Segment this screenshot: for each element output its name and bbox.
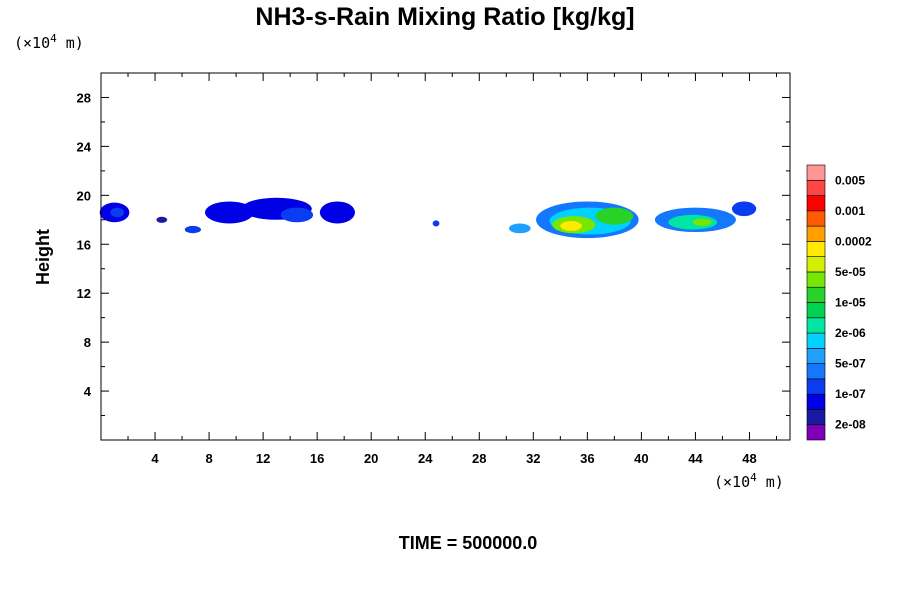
contour-feature [110,207,124,218]
contour-feature [508,223,531,234]
colorbar-swatch [806,195,826,212]
colorbar-swatch [806,164,826,181]
contour-feature [692,218,712,226]
contour-feature [280,207,314,223]
colorbar-swatch [806,363,826,380]
colorbar-swatch [806,286,826,303]
x-tick-label: 20 [364,451,378,466]
colorbar-swatch [806,210,826,227]
colorbar-swatch [806,302,826,319]
y-tick-label: 16 [77,237,91,252]
contour-feature [560,221,582,231]
x-tick-label: 8 [205,451,212,466]
x-axis-ticks: 4 8 12 16 20 24 28 32 36 40 44 48 [127,73,777,466]
colorbar-swatch [806,393,826,410]
x-tick-label: 16 [310,451,324,466]
x-tick-label: 32 [526,451,540,466]
colorbar-label: 1e-07 [835,387,866,401]
y-axis-ticks: 4 8 12 16 20 24 28 [77,90,790,417]
colorbar-swatch [806,225,826,242]
colorbar-label: 2e-06 [835,326,866,340]
y-tick-label: 20 [77,188,91,203]
contour-feature [205,201,254,224]
colorbar-swatch [806,256,826,273]
chart-title: NH3-s-Rain Mixing Ratio [kg/kg] [255,3,634,31]
colorbar-label: 1e-05 [835,296,866,310]
colorbar-swatch [806,332,826,349]
contour-feature [731,201,757,217]
colorbar-label: 0.005 [835,173,865,187]
contour-feature [319,201,355,224]
contour-feature [156,216,168,223]
colorbar-swatch [806,424,826,441]
colorbar-label: 0.001 [835,204,865,218]
colorbar-swatch [806,241,826,257]
x-tick-label: 28 [472,451,486,466]
y-tick-label: 28 [77,90,91,105]
colorbar-swatch [806,409,826,426]
colorbar-label: 0.0002 [835,234,872,248]
y-axis-label: Height [33,229,53,285]
colorbar-swatch [806,271,826,288]
y-tick-label: 4 [84,384,92,399]
x-tick-label: 4 [151,451,159,466]
x-unit-label: (×104 m) [714,471,784,491]
contour-feature [595,207,634,225]
x-tick-label: 44 [688,451,703,466]
colorbar-swatch [806,348,826,364]
time-label: TIME = 500000.0 [399,533,538,553]
y-unit-label: (×104 m) [14,32,84,52]
x-tick-label: 36 [580,451,594,466]
contour-feature [432,220,440,227]
contour-feature [184,225,201,234]
x-tick-label: 24 [418,451,433,466]
plot-frame [100,72,791,441]
colorbar-swatch [806,179,826,196]
y-tick-label: 8 [84,335,91,350]
y-tick-label: 24 [77,139,92,154]
colorbar-label: 5e-07 [835,357,866,371]
x-tick-label: 12 [256,451,270,466]
x-tick-label: 40 [634,451,648,466]
colorbar-swatch [806,378,826,395]
x-tick-label: 48 [742,451,756,466]
colorbar-label: 5e-05 [835,265,866,279]
colorbar: 2e-08 1e-07 5e-07 2e-06 1e-05 5e-05 0.0002 0.00… [806,164,872,441]
plot-features [99,197,757,239]
y-tick-label: 12 [77,286,91,301]
colorbar-label: 2e-08 [835,418,866,432]
colorbar-swatch [806,317,826,334]
